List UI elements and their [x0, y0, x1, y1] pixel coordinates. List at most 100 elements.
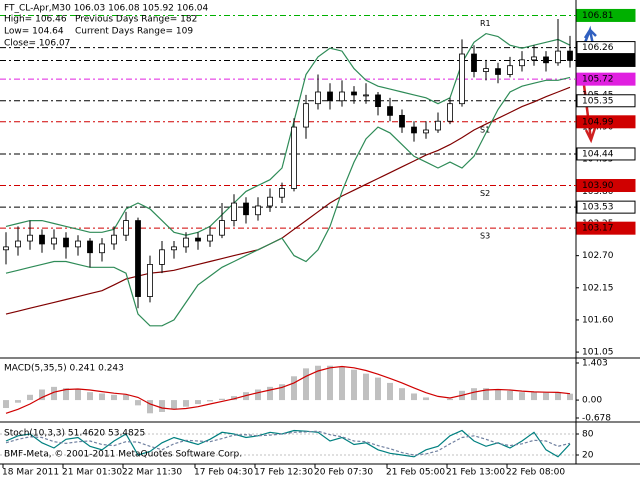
level-label: 106.04: [582, 56, 614, 66]
stoch-title: Stoch(10,3,3) 51.4620 53.4825: [4, 429, 145, 439]
level-tag: S2: [480, 189, 490, 198]
indicator-line: [5, 76, 571, 327]
macd-bar: [543, 392, 549, 401]
indicator-line: [5, 86, 571, 315]
macd-bar: [195, 400, 201, 405]
candle-body: [87, 240, 93, 254]
info-text: Previous Days Range= 182: [75, 15, 197, 25]
candle-body: [375, 94, 381, 108]
macd-bar: [87, 392, 93, 401]
indicator-line: [5, 429, 571, 458]
candle-body: [51, 237, 57, 245]
macd-bar: [27, 394, 33, 401]
candle-body: [75, 240, 81, 248]
macd-bar: [471, 388, 477, 401]
candle-body: [255, 205, 261, 216]
x-tick-label: 17 Feb 04:30: [194, 468, 253, 478]
macd-bar: [567, 393, 573, 401]
candle-body: [99, 243, 105, 254]
candle-body: [15, 240, 21, 248]
level-box: [576, 200, 636, 214]
candle-body: [387, 106, 393, 116]
candle-body: [483, 68, 489, 72]
candle-body: [507, 65, 513, 75]
macd-bar: [327, 365, 333, 401]
macd-bar: [423, 397, 429, 401]
macd-bar: [411, 393, 417, 401]
candle-body: [435, 120, 441, 131]
y-tick-label: 0.00: [582, 396, 602, 406]
candle-body: [315, 91, 321, 105]
candle-body: [303, 103, 309, 128]
macd-bar: [447, 398, 453, 401]
macd-bar: [75, 389, 81, 401]
level-box: [576, 72, 636, 86]
x-tick-label: 21 Feb 05:00: [386, 468, 445, 478]
macd-bar: [399, 388, 405, 401]
level-box: [576, 94, 636, 108]
copyright: BMF-Meta, © 2001-2011 MetaQuotes Softwar…: [4, 450, 242, 460]
x-tick-label: 22 Feb 08:00: [506, 468, 565, 478]
level-label: 103.17: [582, 224, 614, 234]
y-tick-label: 80: [582, 430, 594, 440]
candle-body: [147, 264, 153, 297]
x-tick-label: 21 Mar 01:30: [62, 468, 122, 478]
info-text: High= 106.46: [4, 15, 67, 25]
candle-body: [219, 220, 225, 236]
macd-bar: [291, 376, 297, 401]
macd-bar: [39, 389, 45, 401]
candle-body: [195, 237, 201, 242]
y-tick-label: 101.05: [582, 348, 614, 358]
level-label: 103.53: [582, 203, 614, 213]
macd-bar: [219, 398, 225, 401]
y-tick-label: 102.70: [582, 251, 614, 261]
macd-bar: [267, 386, 273, 401]
level-box: [576, 41, 636, 55]
macd-bar: [531, 392, 537, 401]
candle-body: [567, 50, 573, 61]
macd-bar: [555, 392, 561, 401]
x-tick-label: 20 Feb 07:30: [314, 468, 373, 478]
candle-body: [279, 188, 285, 198]
y-tick-label: 102.15: [582, 283, 614, 293]
indicator-line: [5, 365, 571, 414]
candle-body: [411, 126, 417, 134]
candle-body: [291, 126, 297, 189]
level-box: [576, 221, 636, 235]
chart-title: FT_CL-Apr,M30 106.03 106.08 105.92 106.0…: [4, 4, 209, 14]
candle-body: [63, 237, 69, 248]
level-box: [576, 8, 636, 22]
macd-bar: [63, 388, 69, 401]
y-tick-label: 20: [582, 451, 594, 461]
candle-body: [459, 53, 465, 105]
y-tick-label: 1.403: [582, 359, 608, 369]
macd-bar: [3, 400, 9, 409]
level-tag: R1: [480, 19, 491, 28]
macd-bar: [351, 369, 357, 401]
x-tick-label: 17 Feb 12:30: [254, 468, 313, 478]
candle-body: [471, 53, 477, 72]
candle-body: [3, 246, 9, 251]
macd-bar: [111, 394, 117, 401]
macd-bar: [375, 377, 381, 401]
candle-body: [267, 196, 273, 207]
macd-bar: [519, 392, 525, 401]
level-label: 104.44: [582, 149, 614, 159]
macd-bar: [231, 396, 237, 401]
level-box: [576, 147, 636, 161]
level-label: 103.90: [582, 181, 614, 191]
candle-body: [171, 246, 177, 251]
candle-body: [123, 220, 129, 236]
candle-body: [39, 234, 45, 245]
indicator-line: [5, 430, 571, 456]
macd-bar: [255, 389, 261, 401]
level-label: 106.81: [582, 11, 614, 21]
candle-body: [159, 249, 165, 265]
x-tick-label: 21 Feb 13:00: [446, 468, 505, 478]
macd-bar: [183, 400, 189, 407]
macd-bar: [51, 386, 57, 401]
candle-body: [351, 91, 357, 96]
indicator-line: [5, 32, 571, 236]
macd-bar: [147, 400, 153, 414]
macd-bar: [315, 365, 321, 401]
